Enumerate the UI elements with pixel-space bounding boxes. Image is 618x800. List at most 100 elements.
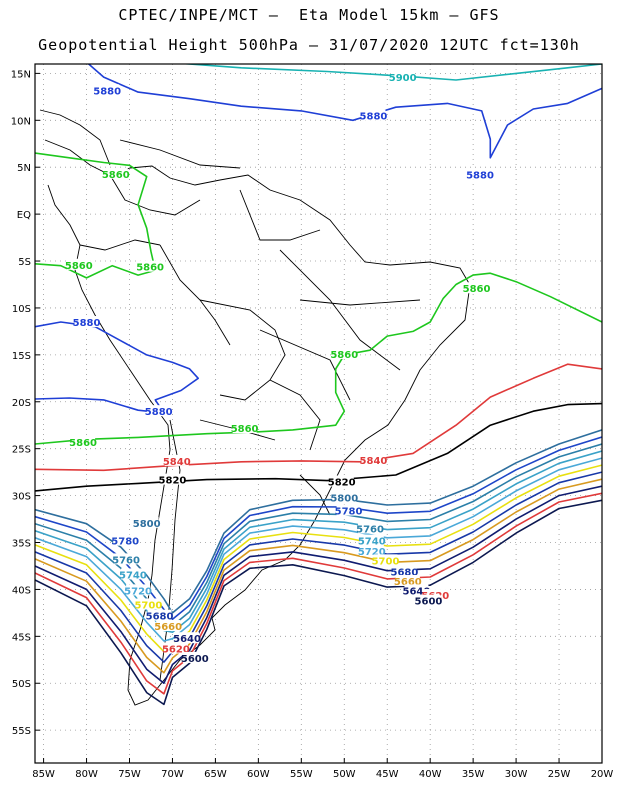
- contour-line-5680: [35, 471, 602, 663]
- lon-tick-label: 25W: [548, 769, 571, 780]
- contour-label-5760: 5760: [356, 524, 384, 535]
- lat-tick-label: 5N: [17, 163, 31, 174]
- contour-line-5840: [35, 363, 602, 472]
- lat-tick-label: 25S: [12, 445, 31, 456]
- contour-label-bg: [134, 516, 159, 528]
- contour-label-bg: [95, 84, 120, 96]
- lat-tick-label: 40S: [12, 585, 31, 596]
- contour-label-5660: 5660: [394, 577, 422, 588]
- lat-tick-label: 20S: [12, 398, 31, 409]
- contour-label-bg: [163, 642, 188, 654]
- contour-label-bg: [468, 168, 493, 180]
- contour-line-5660: [35, 478, 602, 674]
- contour-label-5860: 5860: [231, 424, 259, 435]
- contour-label-5900: 5900: [389, 73, 417, 84]
- lon-tick-label: 40W: [419, 769, 442, 780]
- contour-label-bg: [164, 454, 189, 466]
- contour-label-5860: 5860: [330, 350, 358, 361]
- contour-label-bg: [138, 260, 163, 272]
- contour-label-bg: [361, 453, 386, 465]
- lon-tick-label: 80W: [75, 769, 98, 780]
- lon-tick-label: 45W: [376, 769, 399, 780]
- contour-label-bg: [126, 584, 151, 596]
- map-title-line1: CPTEC/INPE/MCT – Eta Model 15km – GFS: [118, 6, 500, 24]
- border-brazil-paraguay: [269, 379, 321, 451]
- contour-label-bg: [232, 422, 257, 434]
- lat-tick-label: 15S: [12, 351, 31, 362]
- contour-label-bg: [395, 574, 420, 586]
- border-brazil-states: [259, 249, 421, 401]
- lon-tick-label: 85W: [32, 769, 55, 780]
- contour-label-5700: 5700: [134, 600, 162, 611]
- height-contours: [35, 64, 602, 706]
- contour-label-5820: 5820: [159, 476, 187, 487]
- contour-label-bg: [390, 71, 415, 83]
- contour-label-bg: [136, 598, 161, 610]
- contour-label-5680: 5680: [146, 612, 174, 623]
- lat-tick-label: 45S: [12, 632, 31, 643]
- contour-label-5780: 5780: [335, 507, 363, 518]
- contour-label-5880: 5880: [145, 407, 173, 418]
- contour-label-5660: 5660: [154, 622, 182, 633]
- contour-label-bg: [359, 544, 384, 556]
- lon-tick-label: 60W: [247, 769, 270, 780]
- lat-tick-label: 15N: [11, 69, 31, 80]
- contour-label-5740: 5740: [358, 537, 386, 548]
- caribbean-coast: [119, 139, 241, 169]
- border-guianas: [239, 189, 321, 241]
- contour-line-5860: [35, 152, 157, 279]
- contour-label-bg: [464, 282, 489, 294]
- contour-label-5760: 5760: [112, 555, 140, 566]
- contour-label-5640: 5640: [173, 634, 201, 645]
- contour-label-5800: 5800: [330, 493, 358, 504]
- contour-label-5860: 5860: [102, 170, 130, 181]
- contour-label-5700: 5700: [372, 556, 400, 567]
- contour-label-bg: [120, 568, 145, 580]
- lat-tick-label: EQ: [17, 210, 31, 221]
- contour-label-5740: 5740: [119, 570, 147, 581]
- contour-label-bg: [359, 534, 384, 546]
- border-colombia-venezuela: [109, 174, 201, 216]
- contour-label-5600: 5600: [415, 597, 443, 608]
- contour-label-5880: 5880: [73, 318, 101, 329]
- contour-label-bg: [336, 504, 361, 516]
- contour-line-5860: [35, 272, 602, 445]
- lat-tick-label: 30S: [12, 492, 31, 503]
- lat-tick-label: 5S: [18, 257, 31, 268]
- border-uruguay: [299, 474, 331, 516]
- coastline-south-america: [44, 139, 471, 706]
- contour-label-bg: [332, 347, 357, 359]
- central-america: [39, 109, 111, 166]
- lon-tick-label: 55W: [290, 769, 313, 780]
- lon-tick-label: 35W: [462, 769, 485, 780]
- border-ecuador-peru: [79, 239, 161, 251]
- contour-label-bg: [146, 405, 171, 417]
- lon-tick-label: 65W: [204, 769, 227, 780]
- axis-labels: 15N 10N 5N EQ 5S 10S 15S 20S 25S 30S 35S 40S 45S 50S 5…: [11, 69, 614, 780]
- contour-label-bg: [373, 554, 398, 566]
- contour-label-bg: [332, 491, 357, 503]
- contour-line-5620: [35, 492, 602, 695]
- contour-line-5780: [35, 436, 602, 621]
- contour-label-5880: 5880: [466, 171, 494, 182]
- contour-line-5600: [35, 499, 602, 706]
- contour-label-bg: [156, 620, 181, 632]
- contour-label-5600: 5600: [181, 654, 209, 665]
- contour-label-5860: 5860: [65, 261, 93, 272]
- contour-label-5840: 5840: [163, 457, 191, 468]
- lat-tick-label: 50S: [12, 679, 31, 690]
- contour-label-bg: [114, 553, 139, 565]
- border-bolivia: [199, 299, 286, 401]
- contour-label-bg: [103, 167, 128, 179]
- contour-label-bg: [66, 258, 91, 270]
- contour-label-bg: [404, 584, 429, 596]
- contour-label-5780: 5780: [111, 537, 139, 548]
- contour-label-5800: 5800: [133, 519, 161, 530]
- contour-label-bg: [147, 609, 172, 621]
- lon-tick-label: 20W: [591, 769, 614, 780]
- lon-tick-label: 50W: [333, 769, 356, 780]
- contour-label-bg: [74, 316, 99, 328]
- contour-label-bg: [361, 109, 386, 121]
- contour-label-bg: [416, 594, 441, 606]
